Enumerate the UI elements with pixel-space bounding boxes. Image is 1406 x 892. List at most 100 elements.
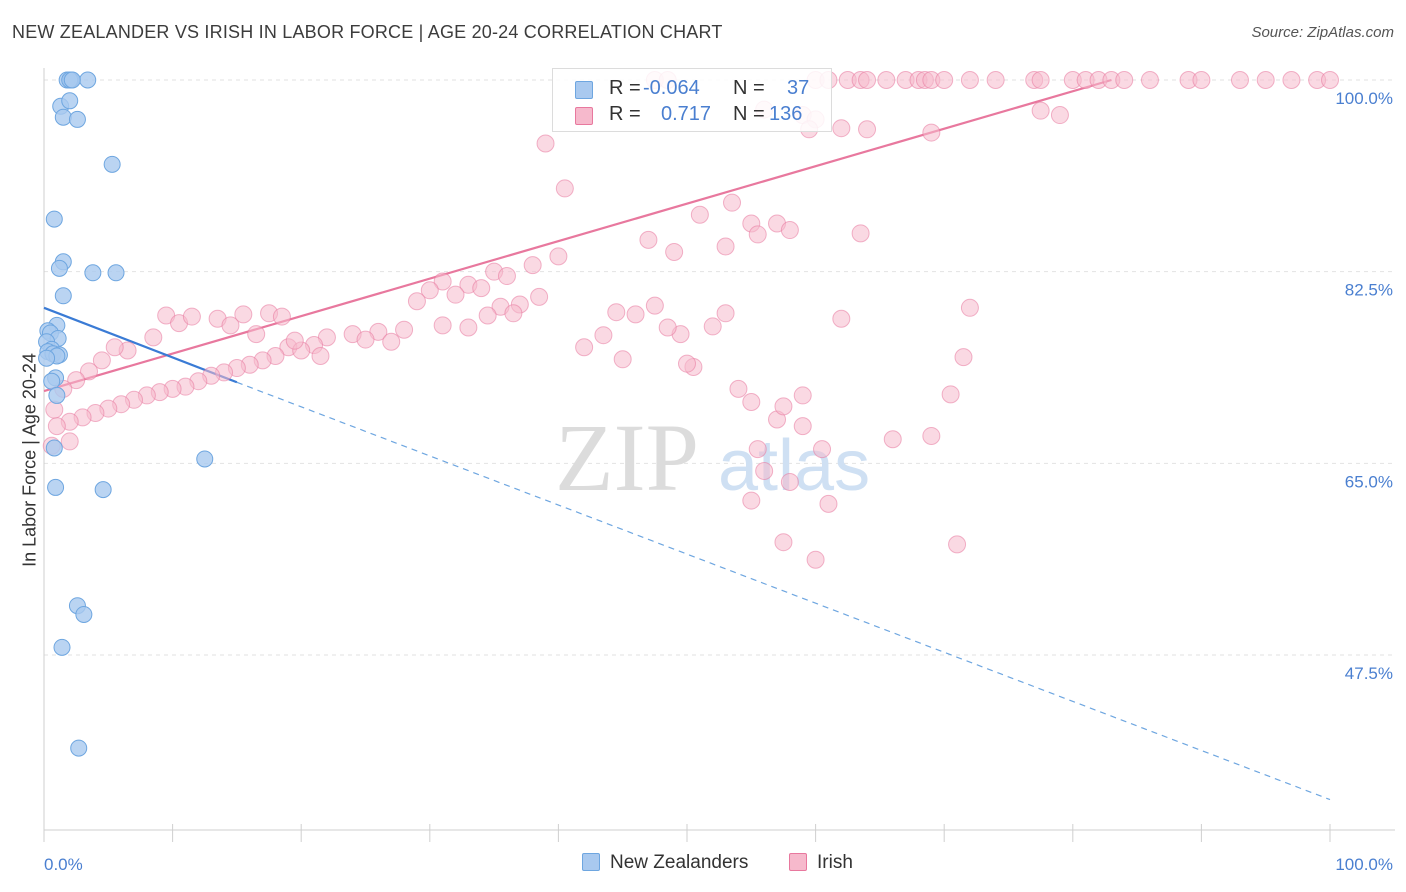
irish-point	[922, 426, 941, 445]
new-zealander-point	[94, 481, 112, 499]
irish-point	[536, 134, 555, 153]
irish-point	[960, 71, 979, 89]
new-zealander-point	[79, 71, 97, 89]
irish-point	[478, 306, 497, 325]
irish-point	[690, 205, 709, 224]
irish-point	[47, 417, 66, 436]
irish-point	[1321, 71, 1339, 89]
new-zealander-point	[75, 605, 93, 623]
irish-point	[311, 347, 330, 365]
legend-swatch-pink	[575, 107, 593, 125]
irish-point	[774, 533, 793, 552]
legend-n-value: 136	[769, 103, 803, 125]
irish-point	[1115, 71, 1134, 89]
bottom-legend-label: New Zealanders	[610, 852, 749, 873]
irish-point	[144, 328, 163, 347]
new-zealander-point	[107, 264, 125, 282]
x-tick-label-min: 0.0%	[44, 855, 83, 874]
irish-point	[1031, 71, 1050, 89]
irish-point	[832, 119, 851, 138]
irish-point	[948, 535, 967, 554]
irish-point	[1192, 71, 1211, 89]
bottom-legend-swatch-pink	[789, 853, 807, 871]
new-zealander-point	[196, 450, 214, 468]
irish-point	[382, 332, 401, 351]
irish-points	[42, 71, 1339, 569]
irish-point	[575, 338, 594, 357]
irish-point	[813, 440, 832, 459]
legend-box: R = -0.064 N = 37 R = 0.717 N = 136	[552, 68, 832, 132]
irish-point	[858, 120, 877, 139]
new-zealander-point	[70, 739, 88, 757]
bottom-legend-irish: Irish	[789, 852, 853, 874]
irish-point	[549, 247, 568, 266]
irish-point	[60, 432, 79, 451]
bottom-legend-label: Irish	[817, 852, 853, 873]
irish-point	[420, 281, 439, 300]
irish-point	[459, 318, 478, 337]
irish-point	[285, 331, 304, 350]
irish-point	[613, 350, 632, 369]
irish-point	[960, 298, 979, 317]
bottom-legend-new-zealanders: New Zealanders	[582, 852, 748, 874]
irish-point	[497, 267, 516, 286]
irish-point	[395, 320, 414, 339]
legend-swatch-blue	[575, 81, 593, 99]
irish-point	[858, 71, 877, 89]
irish-point	[832, 309, 851, 328]
irish-point	[523, 256, 542, 275]
irish-point	[723, 193, 742, 212]
irish-point	[607, 303, 626, 322]
irish-point	[748, 225, 767, 244]
irish-point	[954, 348, 973, 367]
irish-point	[793, 386, 812, 405]
new-zealander-point	[38, 349, 56, 367]
irish-point	[851, 224, 870, 243]
new-zealander-point	[53, 638, 71, 656]
new-zealander-point	[68, 110, 86, 128]
legend-n-label: N =	[733, 77, 765, 99]
irish-point	[780, 472, 799, 491]
irish-point	[356, 330, 375, 349]
irish-point	[883, 430, 902, 449]
irish-point	[80, 362, 99, 381]
irish-point	[1256, 71, 1275, 89]
irish-point	[935, 71, 954, 89]
bottom-legend: New Zealanders Irish	[0, 850, 1406, 880]
new-zealander-point	[48, 386, 66, 404]
watermark-zip: ZIP	[555, 404, 699, 511]
irish-point	[742, 393, 761, 411]
new-zealander-point	[54, 108, 72, 126]
irish-point	[645, 296, 664, 315]
irish-point	[678, 354, 696, 373]
new-zealander-trend-extension	[236, 381, 1331, 801]
y-axis-label: In Labor Force | Age 20-24	[19, 353, 40, 567]
legend-n-label: N =	[733, 103, 765, 125]
new-zealander-point	[45, 439, 63, 457]
new-zealander-point	[103, 155, 121, 173]
irish-point	[877, 71, 896, 89]
irish-point	[594, 326, 613, 345]
irish-point	[774, 397, 793, 416]
irish-point	[504, 304, 523, 323]
irish-point	[716, 237, 735, 256]
irish-point	[407, 292, 426, 311]
irish-point	[530, 287, 549, 306]
y-tick-label: 47.5%	[1345, 664, 1393, 683]
irish-point	[729, 379, 748, 398]
irish-point	[703, 317, 722, 336]
irish-point	[626, 305, 645, 324]
irish-point	[1230, 71, 1249, 89]
irish-point	[433, 272, 452, 291]
y-tick-label: 100.0%	[1335, 89, 1393, 108]
irish-point	[234, 305, 253, 324]
y-tick-label: 82.5%	[1345, 281, 1393, 300]
new-zealander-point	[63, 71, 81, 89]
new-zealander-points	[38, 71, 214, 757]
irish-point	[433, 316, 452, 335]
irish-point	[748, 440, 767, 459]
legend-r-value: 0.717	[661, 103, 712, 125]
irish-point	[742, 491, 761, 510]
irish-point	[716, 304, 735, 323]
